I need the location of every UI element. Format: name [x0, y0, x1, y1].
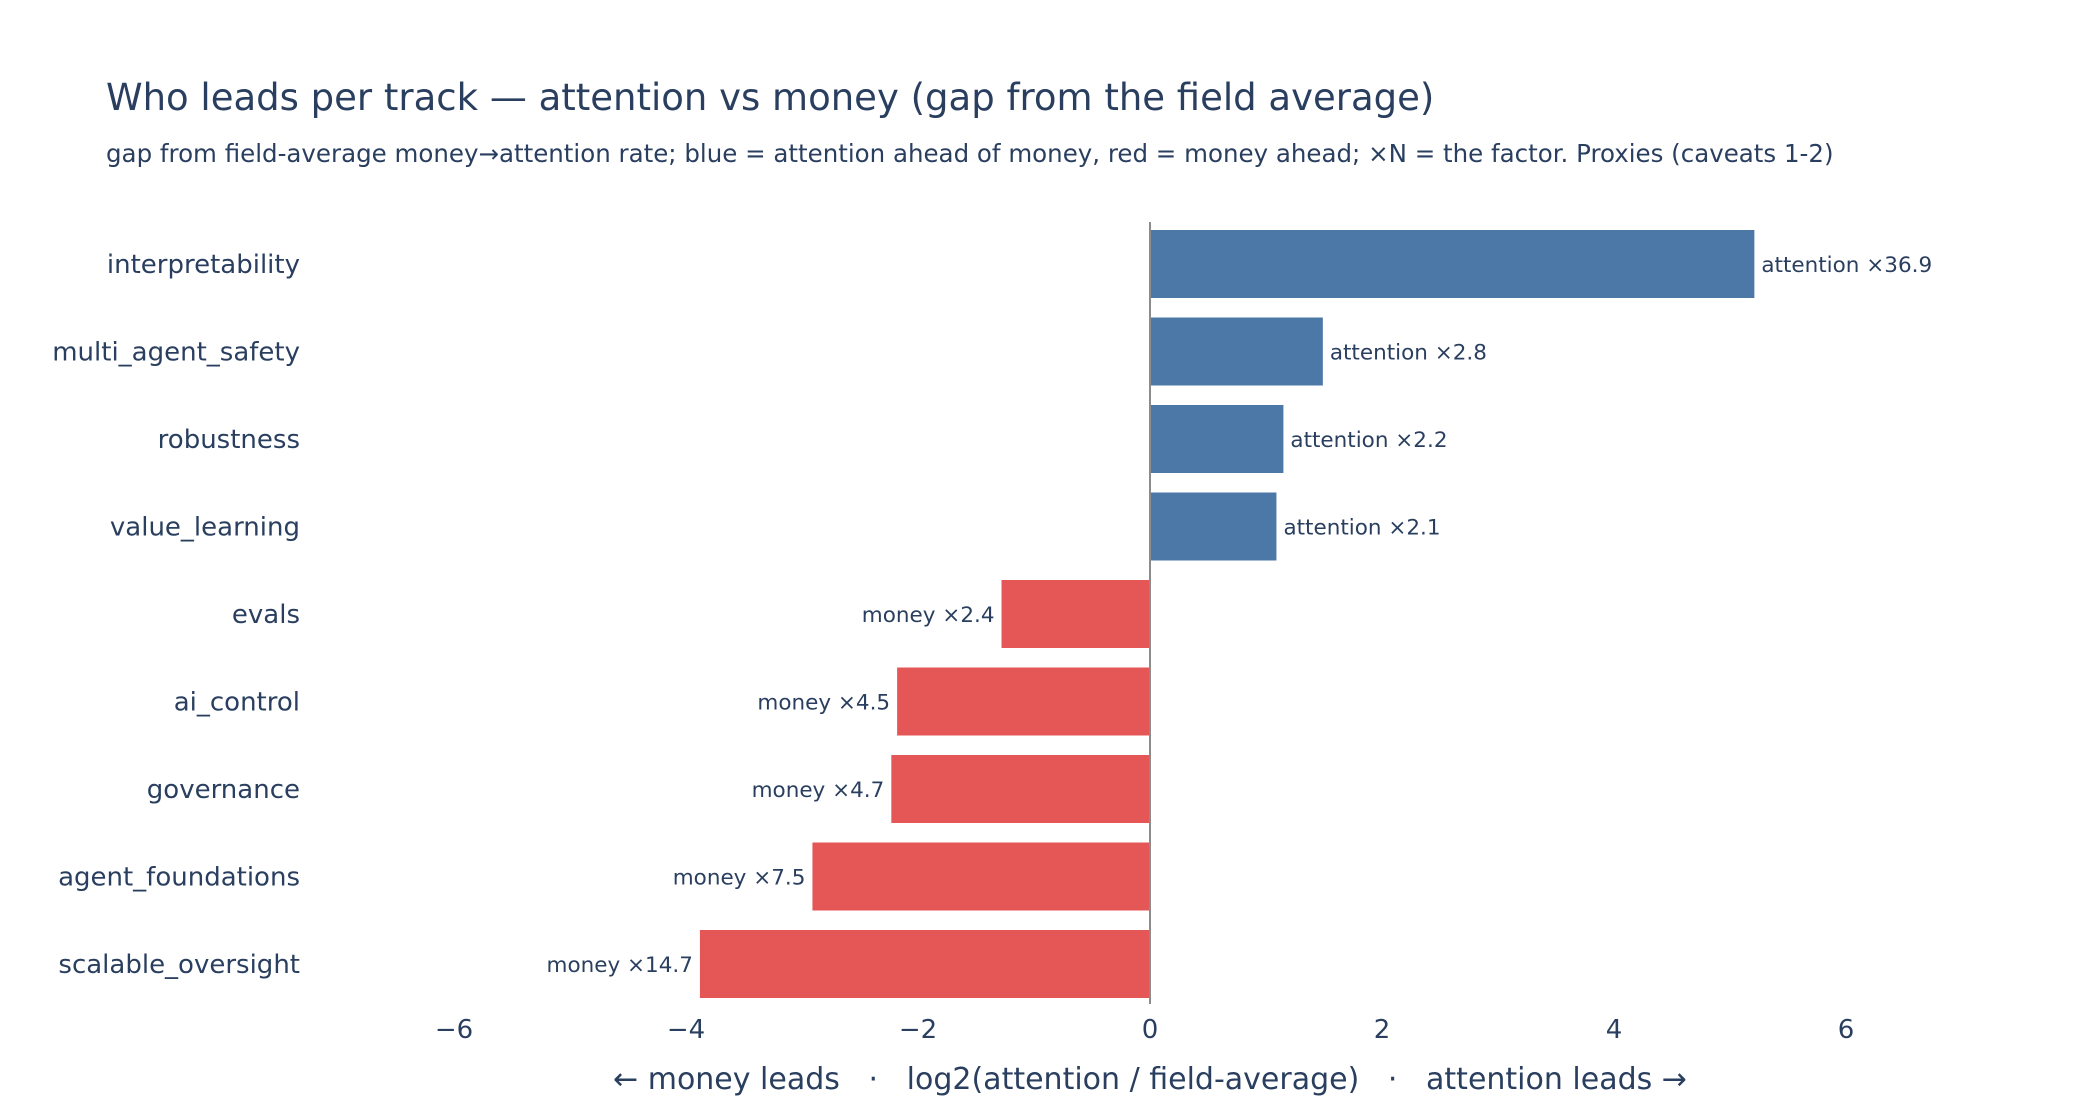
bar-multi_agent_safety: [1150, 317, 1323, 386]
data-label-value_learning: attention ×2.1: [1283, 516, 1440, 541]
category-label-interpretability: interpretability: [107, 250, 300, 280]
data-label-interpretability: attention ×36.9: [1761, 253, 1932, 278]
data-label-multi_agent_safety: attention ×2.8: [1330, 341, 1487, 366]
x-tick-label: −2: [899, 1015, 937, 1045]
bar-governance: [891, 755, 1150, 823]
x-tick-label: −6: [435, 1015, 473, 1045]
category-label-agent_foundations: agent_foundations: [58, 863, 300, 893]
chart-title: Who leads per track — attention vs money…: [106, 76, 1434, 119]
data-label-evals: money ×2.4: [862, 603, 995, 628]
x-tick-label: 4: [1606, 1015, 1623, 1045]
x-tick-label: 6: [1838, 1015, 1855, 1045]
data-label-governance: money ×4.7: [752, 778, 885, 803]
data-label-scalable_oversight: money ×14.7: [547, 953, 693, 978]
bar-ai_control: [897, 667, 1150, 736]
category-label-evals: evals: [232, 600, 300, 630]
category-label-governance: governance: [147, 775, 300, 805]
category-label-scalable_oversight: scalable_oversight: [58, 950, 300, 980]
chart-subtitle: gap from field-average money→attention r…: [106, 139, 1834, 168]
category-label-multi_agent_safety: multi_agent_safety: [52, 338, 300, 368]
category-label-ai_control: ai_control: [174, 688, 300, 718]
x-tick-label: 0: [1142, 1015, 1159, 1045]
category-label-value_learning: value_learning: [110, 513, 300, 543]
bar-scalable_oversight: [699, 930, 1150, 998]
data-label-robustness: attention ×2.2: [1290, 428, 1447, 453]
bar-evals: [1001, 580, 1150, 648]
data-label-agent_foundations: money ×7.5: [673, 866, 806, 891]
bar-value_learning: [1150, 492, 1277, 561]
category-label-robustness: robustness: [158, 425, 300, 455]
bar-agent_foundations: [812, 842, 1150, 911]
plot-area: interpretability attention ×36.9 multi_age…: [52, 222, 1932, 1045]
bar-interpretability: [1150, 230, 1755, 298]
x-axis-title: ← money leads · log2(attention / field-a…: [613, 1062, 1687, 1097]
x-tick-label: −4: [667, 1015, 705, 1045]
x-tick-label: 2: [1374, 1015, 1391, 1045]
bar-robustness: [1150, 405, 1284, 473]
data-label-ai_control: money ×4.5: [757, 691, 890, 716]
